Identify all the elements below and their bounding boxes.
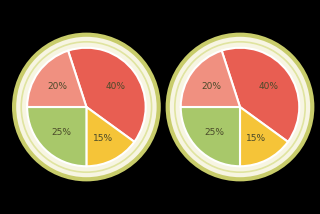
Text: 15%: 15% bbox=[246, 134, 266, 143]
Wedge shape bbox=[86, 107, 134, 166]
Text: 40%: 40% bbox=[259, 82, 279, 91]
Wedge shape bbox=[27, 51, 86, 107]
Text: 25%: 25% bbox=[205, 128, 225, 137]
Circle shape bbox=[14, 35, 159, 179]
Wedge shape bbox=[181, 107, 240, 166]
Circle shape bbox=[168, 35, 312, 179]
Wedge shape bbox=[68, 48, 146, 142]
Wedge shape bbox=[240, 107, 288, 166]
Text: 40%: 40% bbox=[105, 82, 125, 91]
Text: 15%: 15% bbox=[92, 134, 113, 143]
Wedge shape bbox=[222, 48, 299, 142]
Wedge shape bbox=[181, 51, 240, 107]
Text: 25%: 25% bbox=[51, 128, 71, 137]
Text: 20%: 20% bbox=[201, 82, 221, 91]
Text: 20%: 20% bbox=[48, 82, 68, 91]
Wedge shape bbox=[27, 107, 86, 166]
